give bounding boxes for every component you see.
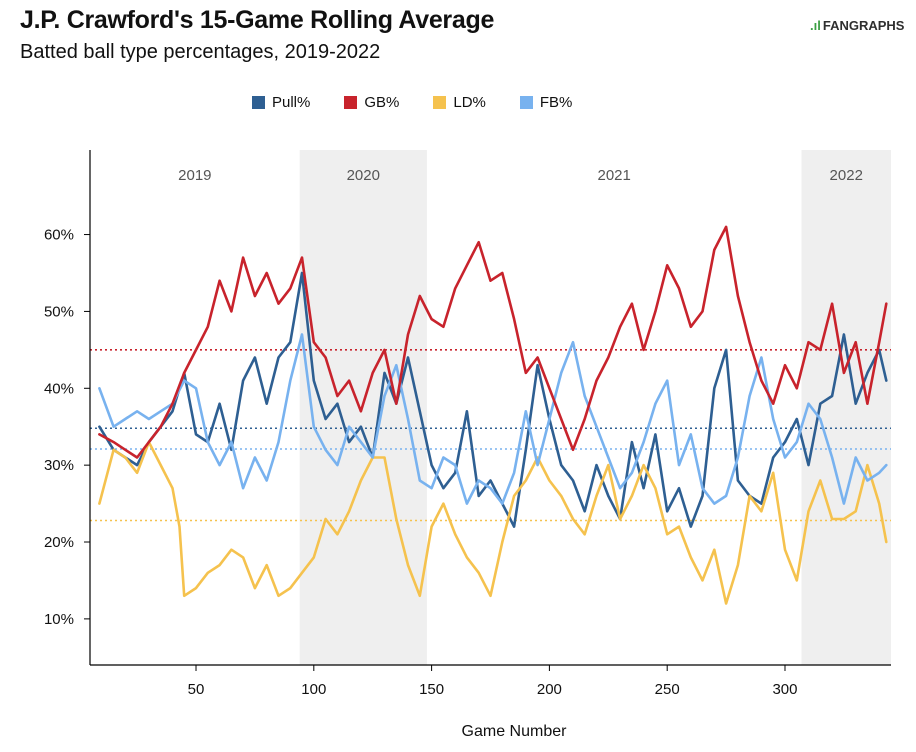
y-axis-ticks: 10% 20% 30% 40% 50% 60%: [44, 227, 90, 628]
x-tick-label: 250: [655, 681, 680, 698]
y-tick-label: 30%: [44, 457, 74, 474]
series-line-fb: [98, 333, 888, 505]
x-tick-label: 200: [537, 681, 562, 698]
legend-label-ld: LD%: [453, 94, 486, 111]
series-line-ld: [98, 440, 888, 605]
x-tick-label: 300: [772, 681, 797, 698]
season-band-2022: [801, 150, 891, 665]
season-labels: 2019 2020 2021 2022: [178, 167, 863, 184]
x-axis-title: Game Number: [462, 723, 568, 740]
fangraphs-logo: .ıl FANGRAPHS: [810, 18, 904, 33]
chart-subtitle: Batted ball type percentages, 2019-2022: [20, 41, 381, 63]
x-tick-label: 100: [301, 681, 326, 698]
x-tick-label: 150: [419, 681, 444, 698]
legend-item-fb: FB%: [519, 94, 573, 111]
series-lines: [98, 225, 888, 605]
average-lines: [90, 349, 891, 522]
legend-swatch-fb: [519, 96, 533, 109]
legend-label-gb: GB%: [364, 94, 400, 111]
legend-item-pull: Pull%: [252, 94, 310, 111]
legend-label-pull: Pull%: [272, 94, 311, 111]
legend-item-gb: GB%: [344, 94, 399, 111]
axes: [89, 150, 891, 666]
y-tick-label: 60%: [44, 227, 74, 244]
season-shading: [299, 150, 891, 665]
y-tick-label: 20%: [44, 534, 74, 551]
season-label-2019: 2019: [178, 167, 211, 184]
y-tick-label: 40%: [44, 380, 74, 397]
legend-swatch-ld: [433, 96, 447, 109]
legend-label-fb: FB%: [539, 94, 573, 111]
logo-text: FANGRAPHS: [822, 18, 905, 33]
chart-legend: Pull% GB% LD% FB%: [252, 94, 572, 111]
x-tick-label: 50: [188, 681, 205, 698]
season-label-2021: 2021: [597, 167, 630, 184]
x-axis-ticks: 50 100 150 200 250 300: [188, 665, 798, 698]
y-tick-label: 50%: [44, 303, 74, 320]
season-label-2020: 2020: [347, 167, 380, 184]
season-label-2022: 2022: [830, 167, 863, 184]
y-tick-label: 10%: [44, 611, 74, 628]
legend-swatch-pull: [252, 96, 265, 109]
series-line-gb: [98, 225, 888, 459]
series-line-pull: [98, 271, 888, 528]
legend-item-ld: LD%: [433, 94, 486, 111]
logo-mark-icon: .ıl: [810, 18, 821, 33]
chart-title: J.P. Crawford's 15-Game Rolling Average: [20, 6, 495, 34]
legend-swatch-gb: [344, 96, 358, 109]
